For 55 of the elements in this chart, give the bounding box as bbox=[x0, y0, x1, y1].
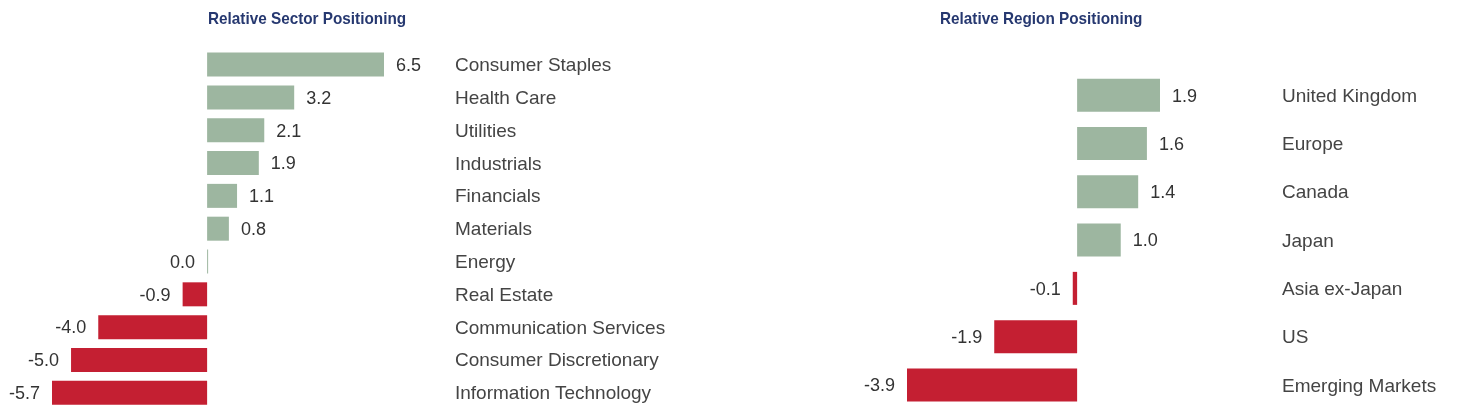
bar bbox=[182, 282, 208, 307]
bar bbox=[994, 320, 1078, 354]
data-label: 1.4 bbox=[1150, 182, 1176, 203]
data-label: -4.0 bbox=[55, 317, 87, 338]
chart-title: Relative Sector Positioning bbox=[208, 9, 407, 29]
data-label: -1.9 bbox=[951, 326, 983, 347]
bar bbox=[98, 315, 208, 340]
chart-title: Relative Region Positioning bbox=[940, 9, 1143, 29]
bar bbox=[1077, 175, 1139, 209]
data-label: 3.2 bbox=[306, 87, 332, 108]
y-tick-label: Industrials bbox=[455, 152, 542, 174]
bar bbox=[207, 151, 259, 176]
data-label: 2.1 bbox=[276, 120, 302, 141]
bar bbox=[1077, 78, 1160, 112]
y-tick-label: Japan bbox=[1282, 229, 1334, 251]
data-label: -5.7 bbox=[8, 383, 40, 404]
y-tick-label: Europe bbox=[1282, 133, 1344, 155]
bar bbox=[1077, 127, 1147, 161]
bar bbox=[907, 368, 1078, 402]
data-label: -5.0 bbox=[28, 350, 60, 371]
y-tick-label: Materials bbox=[455, 218, 533, 240]
bar bbox=[1072, 271, 1078, 305]
y-tick-label: Utilities bbox=[455, 119, 517, 141]
data-label: 6.5 bbox=[396, 54, 422, 75]
bar bbox=[71, 347, 208, 372]
y-tick-label: Communication Services bbox=[455, 316, 666, 338]
data-label: 1.9 bbox=[1172, 85, 1198, 106]
y-tick-label: Financials bbox=[455, 185, 541, 207]
data-label: 1.6 bbox=[1158, 133, 1184, 154]
bar bbox=[207, 85, 295, 110]
y-tick-label: US bbox=[1282, 326, 1309, 348]
y-tick-label: Canada bbox=[1282, 181, 1349, 203]
y-tick-label: Asia ex-Japan bbox=[1282, 277, 1403, 299]
bar bbox=[52, 380, 208, 405]
data-label: 1.1 bbox=[249, 186, 275, 207]
y-tick-label: Information Technology bbox=[455, 382, 652, 404]
data-label: 1.9 bbox=[270, 153, 296, 174]
y-tick-label: United Kingdom bbox=[1282, 84, 1418, 106]
bar bbox=[207, 52, 384, 77]
data-label: -3.9 bbox=[863, 375, 895, 396]
bar bbox=[207, 118, 265, 143]
data-label: 1.0 bbox=[1132, 230, 1158, 251]
bar bbox=[1077, 223, 1121, 257]
y-tick-label: Health Care bbox=[455, 86, 557, 108]
data-label: -0.9 bbox=[139, 284, 171, 305]
y-tick-label: Emerging Markets bbox=[1282, 374, 1437, 396]
data-label: -0.1 bbox=[1029, 278, 1061, 299]
y-tick-label: Consumer Discretionary bbox=[455, 349, 660, 371]
y-tick-label: Real Estate bbox=[455, 283, 554, 305]
bar bbox=[207, 216, 229, 241]
data-label: 0.8 bbox=[240, 218, 266, 239]
y-tick-label: Energy bbox=[455, 250, 516, 272]
bar bbox=[207, 183, 238, 208]
y-tick-label: Consumer Staples bbox=[455, 54, 612, 76]
data-label: 0.0 bbox=[170, 251, 196, 272]
